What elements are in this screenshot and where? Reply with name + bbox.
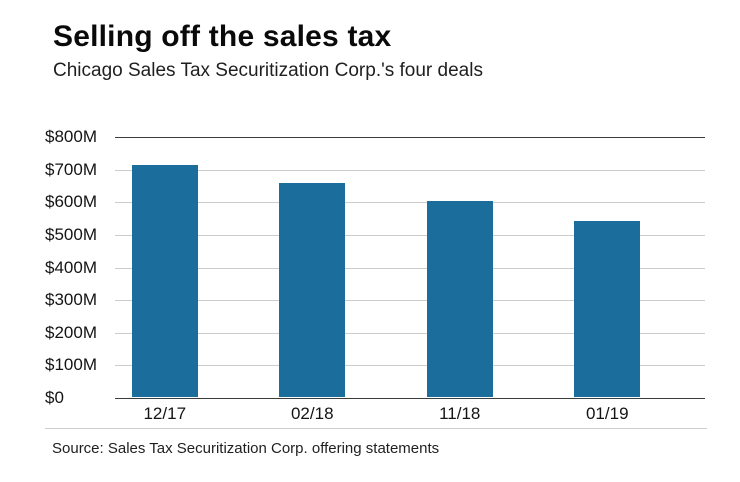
gridline-600 xyxy=(115,202,705,204)
gridline-400 xyxy=(115,267,705,269)
bar-01-19 xyxy=(574,220,641,397)
plot-area xyxy=(115,137,705,399)
x-tick-label: 12/17 xyxy=(143,404,187,423)
gridline-700 xyxy=(115,169,705,171)
bar-12-17 xyxy=(131,165,198,397)
footer-divider xyxy=(45,428,707,429)
x-tick-label: 01/19 xyxy=(585,404,629,423)
x-tick-label: 02/18 xyxy=(290,404,334,423)
gridline-800 xyxy=(115,137,705,138)
y-tick-label: $800M xyxy=(45,127,97,146)
bar-11-18 xyxy=(426,201,493,397)
y-tick-label: $400M xyxy=(45,257,97,277)
source-text: Source: Sales Tax Securitization Corp. o… xyxy=(52,440,440,457)
gridline-100 xyxy=(115,365,705,367)
y-tick-label: $200M xyxy=(45,322,97,342)
y-tick-label: $600M xyxy=(45,192,97,212)
gridline-500 xyxy=(115,234,705,236)
y-tick-label: $0 xyxy=(45,388,64,407)
gridline-0 xyxy=(115,398,705,399)
gridline-300 xyxy=(115,300,705,302)
y-tick-label: $500M xyxy=(45,224,97,244)
x-tick-label: 11/18 xyxy=(439,404,481,423)
bar-02-18 xyxy=(279,183,346,397)
y-tick-label: $100M xyxy=(45,355,97,375)
y-tick-label: $300M xyxy=(45,290,97,310)
chart-subtitle: Chicago Sales Tax Securitization Corp.'s… xyxy=(53,60,483,81)
y-tick-label: $700M xyxy=(45,159,97,179)
chart-title: Selling off the sales tax xyxy=(53,20,392,53)
gridline-200 xyxy=(115,332,705,334)
